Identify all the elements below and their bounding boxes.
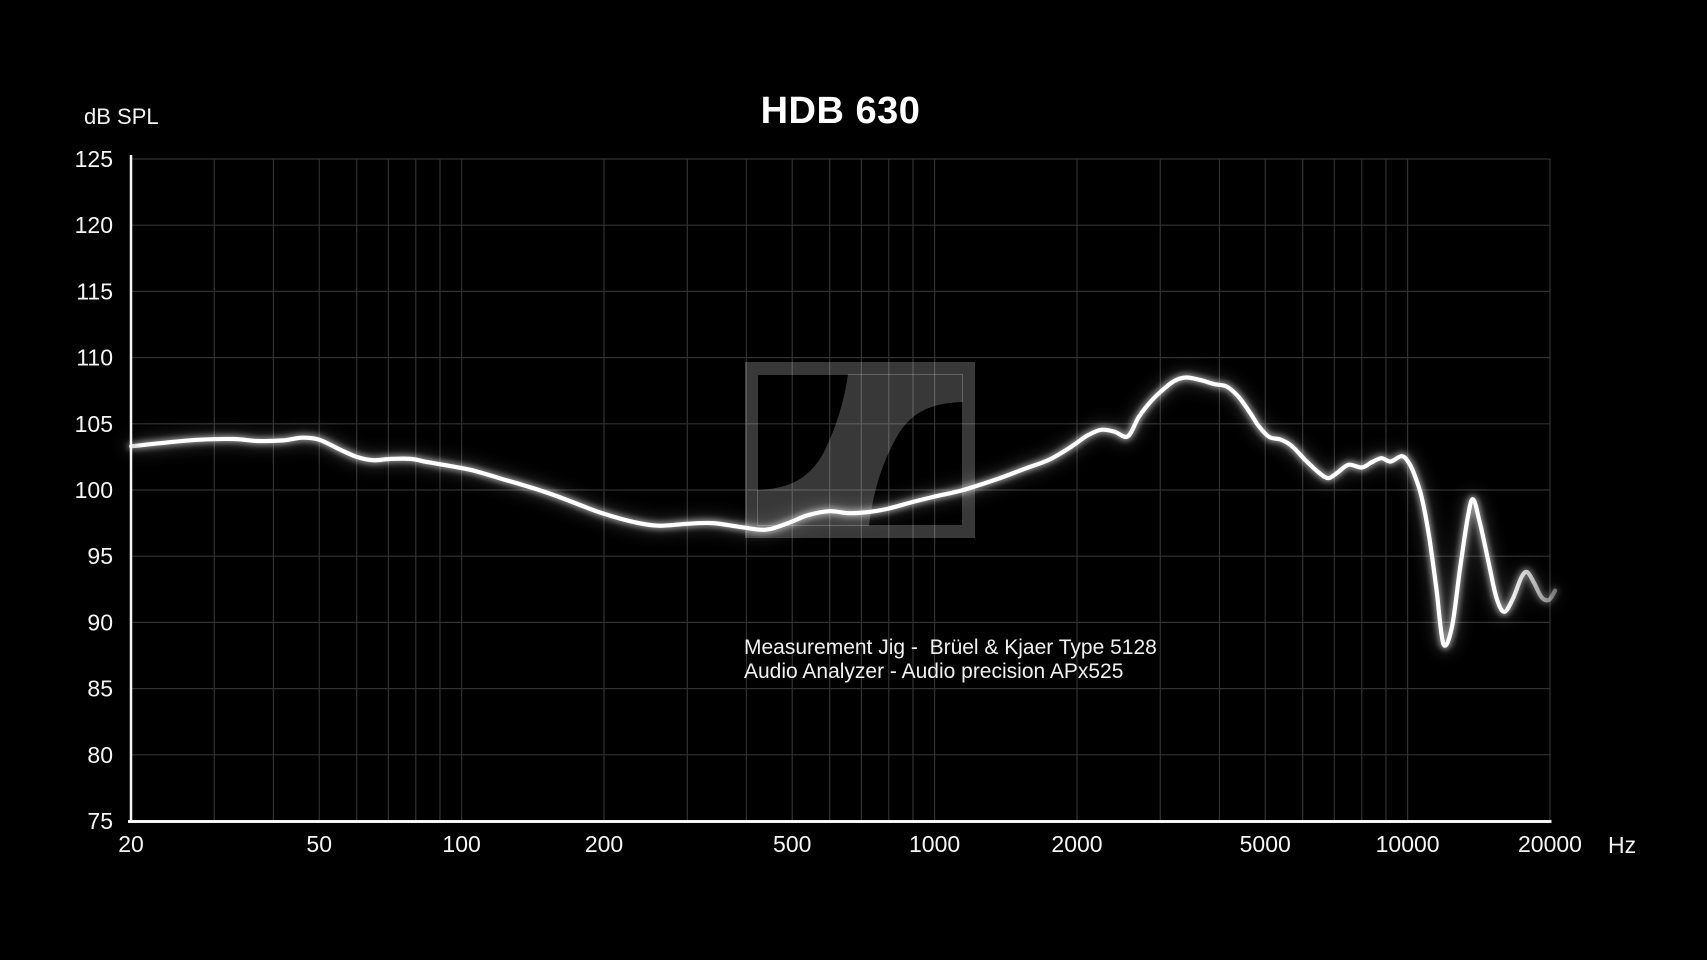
y-tick-label: 95 xyxy=(87,543,113,569)
y-tick-label: 90 xyxy=(87,609,113,635)
response-curve xyxy=(123,369,1564,654)
x-tick-label: 500 xyxy=(773,831,811,857)
y-tick-label: 100 xyxy=(75,477,113,503)
annotation-line-2: Audio Analyzer - Audio precision APx525 xyxy=(744,659,1124,683)
y-tick-label: 125 xyxy=(75,146,113,172)
x-tick-label: 20 xyxy=(118,831,144,857)
x-tick-label: 5000 xyxy=(1240,831,1291,857)
x-axis-unit-label: Hz xyxy=(1608,832,1637,858)
x-tick-label: 50 xyxy=(306,831,332,857)
x-tick-label: 1000 xyxy=(909,831,960,857)
y-tick-label: 105 xyxy=(75,411,113,437)
y-tick-label: 120 xyxy=(75,212,113,238)
y-tick-label: 115 xyxy=(76,278,113,304)
x-tick-label: 10000 xyxy=(1376,831,1440,857)
sennheiser-logo-watermark xyxy=(745,362,975,538)
measurement-annotation: Measurement Jig - Brüel & Kjaer Type 512… xyxy=(744,636,1157,683)
y-axis-unit-label: dB SPL xyxy=(84,104,159,129)
y-tick-label: 110 xyxy=(76,345,113,371)
x-tick-label: 2000 xyxy=(1051,831,1102,857)
axes xyxy=(128,155,1552,823)
x-tick-label: 200 xyxy=(585,831,623,857)
chart-title: HDB 630 xyxy=(760,90,921,132)
y-tick-label: 75 xyxy=(87,808,113,834)
y-tick-label: 85 xyxy=(87,676,113,702)
tick-labels: 75 80 85 90 95 100 105 110 115 120 125 20 50 100 200 50… xyxy=(75,146,1582,857)
x-tick-label: 100 xyxy=(442,831,480,857)
x-tick-label: 20000 xyxy=(1518,831,1582,857)
annotation-line-1: Measurement Jig - Brüel & Kjaer Type 512… xyxy=(744,636,1157,659)
y-tick-label: 80 xyxy=(87,742,113,768)
